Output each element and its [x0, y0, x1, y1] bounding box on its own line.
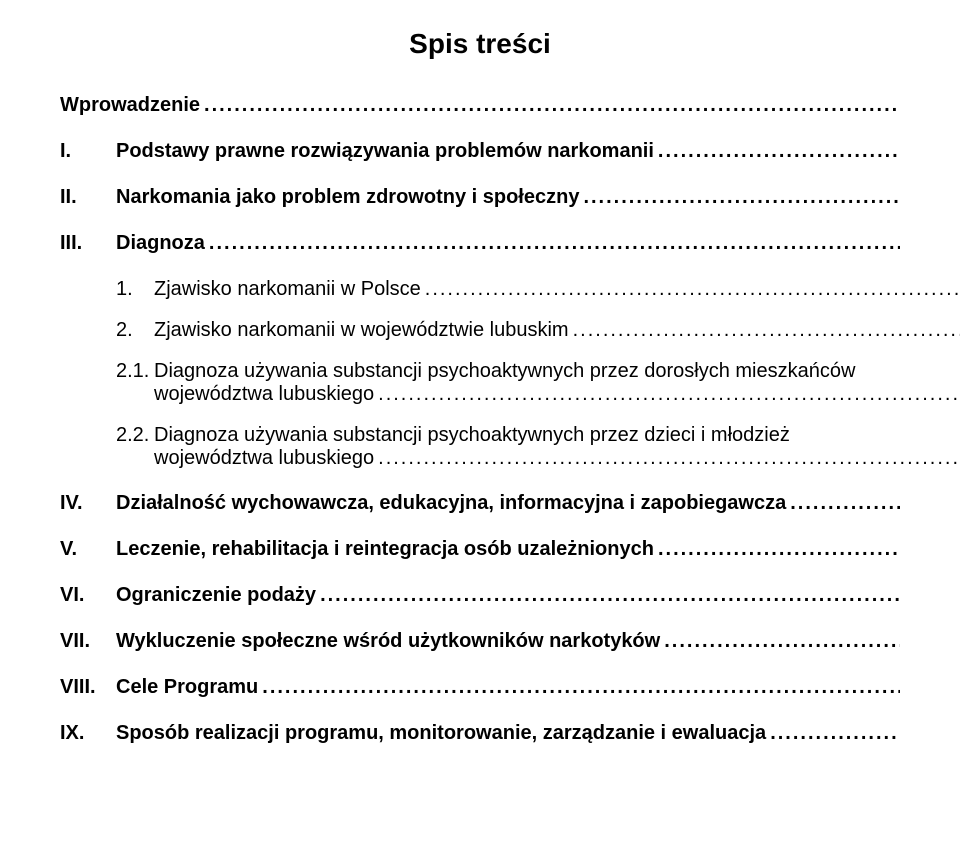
page-title: Spis treści	[60, 28, 900, 60]
leader-dots: ........................................…	[421, 278, 960, 301]
leader-dots: ........................................…	[654, 538, 900, 561]
toc-sub-label: Zjawisko narkomanii w Polsce	[154, 278, 421, 301]
toc-entry-viii: VIII. Cele Programu ....................…	[60, 676, 900, 699]
toc-entry-ix: IX. Sposób realizacji programu, monitoro…	[60, 722, 900, 745]
toc-numeral: I.	[60, 140, 116, 163]
toc-sub-numeral: 2.2.	[116, 424, 154, 447]
leader-dots: ........................................…	[766, 722, 900, 745]
toc-entry-vi: VI. Ograniczenie podaży ................…	[60, 584, 900, 607]
toc-numeral: VI.	[60, 584, 116, 607]
toc-sub-numeral: 2.	[116, 319, 154, 342]
leader-dots: ........................................…	[569, 319, 960, 342]
toc-sub-label-line2: województwa lubuskiego	[154, 447, 374, 470]
toc-subentry-2-2: 2.2. Diagnoza używania substancji psycho…	[60, 424, 900, 470]
toc-numeral: IV.	[60, 492, 116, 515]
leader-dots: ........................................…	[374, 447, 960, 470]
toc-numeral: V.	[60, 538, 116, 561]
toc-entry-vii: VII. Wykluczenie społeczne wśród użytkow…	[60, 630, 900, 653]
toc-entry-i: I. Podstawy prawne rozwiązywania problem…	[60, 140, 900, 163]
leader-dots: ........................................…	[660, 630, 900, 653]
toc-numeral: II.	[60, 186, 116, 209]
toc-subentry-1: 1. Zjawisko narkomanii w Polsce ........…	[60, 278, 900, 301]
toc-sub-label-line1: Diagnoza używania substancji psychoaktyw…	[154, 360, 855, 383]
toc-numeral: VII.	[60, 630, 116, 653]
toc-subentry-2: 2. Zjawisko narkomanii w województwie lu…	[60, 319, 900, 342]
toc-entry-intro: Wprowadzenie ...........................…	[60, 94, 900, 117]
toc-entry-iii: III. Diagnoza ..........................…	[60, 232, 900, 255]
toc-sub-numeral: 1.	[116, 278, 154, 301]
toc-label: Wykluczenie społeczne wśród użytkowników…	[116, 630, 660, 653]
leader-dots: ........................................…	[654, 140, 900, 163]
leader-dots: ........................................…	[258, 676, 900, 699]
toc-label: Sposób realizacji programu, monitorowani…	[116, 722, 766, 745]
toc-label: Leczenie, rehabilitacja i reintegracja o…	[116, 538, 654, 561]
toc-label: Narkomania jako problem zdrowotny i społ…	[116, 186, 579, 209]
toc-sub-label-line1: Diagnoza używania substancji psychoaktyw…	[154, 424, 790, 447]
leader-dots: ........................................…	[786, 492, 900, 515]
toc-sub-label: Zjawisko narkomanii w województwie lubus…	[154, 319, 569, 342]
toc-label: Diagnoza	[116, 232, 205, 255]
toc-subentry-2-1: 2.1. Diagnoza używania substancji psycho…	[60, 360, 900, 406]
toc-label: Cele Programu	[116, 676, 258, 699]
toc-label: Działalność wychowawcza, edukacyjna, inf…	[116, 492, 786, 515]
toc-numeral: III.	[60, 232, 116, 255]
toc-numeral: VIII.	[60, 676, 116, 699]
leader-dots: ........................................…	[579, 186, 900, 209]
toc-entry-iv: IV. Działalność wychowawcza, edukacyjna,…	[60, 492, 900, 515]
leader-dots: ........................................…	[205, 232, 900, 255]
leader-dots: ........................................…	[200, 94, 900, 117]
toc-numeral: IX.	[60, 722, 116, 745]
toc-label: Ograniczenie podaży	[116, 584, 316, 607]
leader-dots: ........................................…	[374, 383, 960, 406]
leader-dots: ........................................…	[316, 584, 900, 607]
toc-entry-ii: II. Narkomania jako problem zdrowotny i …	[60, 186, 900, 209]
toc-sub-label-line2: województwa lubuskiego	[154, 383, 374, 406]
toc-label: Wprowadzenie	[60, 94, 200, 117]
toc-sub-numeral: 2.1.	[116, 360, 154, 383]
toc-entry-v: V. Leczenie, rehabilitacja i reintegracj…	[60, 538, 900, 561]
toc-label: Podstawy prawne rozwiązywania problemów …	[116, 140, 654, 163]
